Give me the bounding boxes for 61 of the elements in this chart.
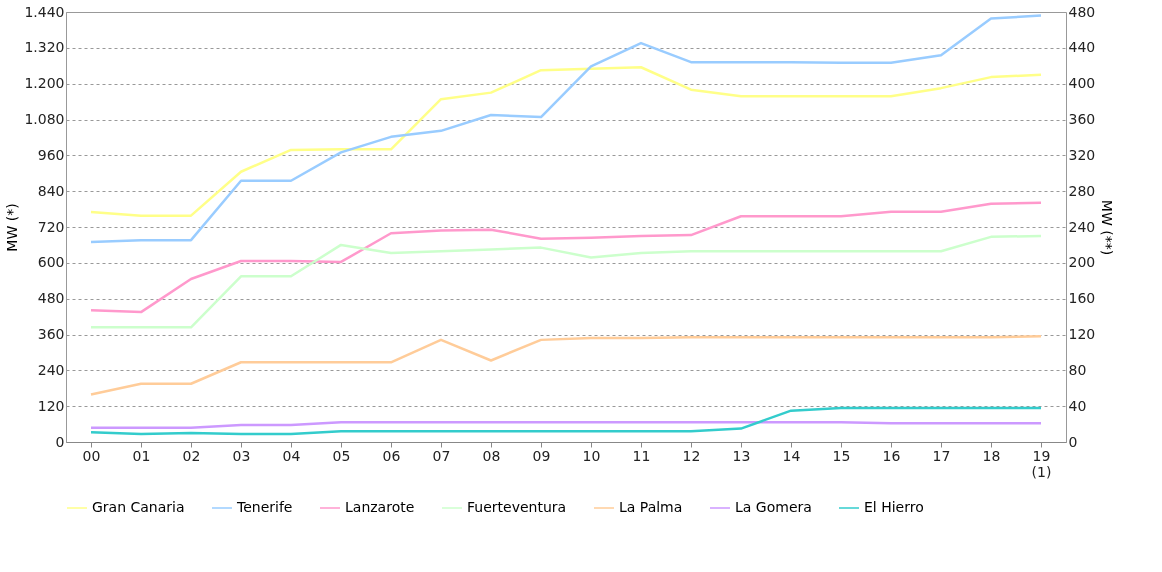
legend-label: Lanzarote: [345, 499, 415, 515]
x-tick-label: 17: [932, 447, 951, 464]
x-tick-label: 10: [582, 447, 601, 464]
x-tick-label: 11: [632, 447, 651, 464]
y-tick-label: 1.320: [24, 39, 65, 56]
y-tick-label: 480: [37, 290, 65, 307]
x-tick-label: 14: [782, 447, 801, 464]
y-tick-label: 1.200: [24, 75, 65, 92]
x-tick-label: 15: [832, 447, 851, 464]
y-tick-label: 240: [37, 361, 65, 378]
x-tick-label: 08: [482, 447, 501, 464]
y-tick-label: 1.080: [24, 111, 65, 127]
y-tick-label: 720: [37, 218, 65, 235]
y-tick-label: 960: [37, 146, 65, 163]
line-series: [89, 335, 1043, 396]
x-tick-label: 06: [382, 447, 401, 464]
y2-tick-label: 80: [1068, 361, 1087, 378]
x-tick-label: 09: [532, 447, 551, 464]
y-tick-label: 600: [37, 254, 65, 271]
line-series: [89, 14, 1043, 244]
y2-tick-label: 240: [1068, 218, 1096, 235]
y2-tick-label: 280: [1068, 182, 1096, 199]
y-axis-title: MW (*): [4, 203, 21, 252]
x-tick-label: 04: [282, 447, 301, 464]
x-tick-label: 01: [132, 447, 151, 464]
legend-label: Tenerife: [236, 499, 293, 515]
y-tick-label: 0: [55, 433, 65, 450]
legend-label: La Gomera: [735, 499, 812, 515]
y-tick-label: 120: [37, 397, 65, 414]
y2-tick-label: 120: [1068, 326, 1096, 342]
legend-label: La Palma: [619, 499, 683, 515]
y2-tick-label: 40: [1068, 397, 1087, 414]
legend-label: El Hierro: [864, 499, 924, 515]
x-tick-label: 16: [882, 447, 901, 464]
x-tick-label: 07: [432, 447, 451, 464]
y2-tick-label: 0: [1068, 433, 1078, 450]
y2-tick-label: 200: [1068, 254, 1096, 271]
x-tick-label: 03: [232, 447, 251, 464]
y2-tick-label: 400: [1068, 75, 1096, 92]
x-tick-label: 05: [332, 447, 351, 464]
y2-tick-label: 440: [1068, 39, 1096, 56]
legend-label: Fuerteventura: [467, 499, 567, 515]
x-tick-label: 19 (1): [1031, 447, 1052, 480]
legend-label: Gran Canaria: [92, 499, 185, 515]
line-series: [89, 65, 1043, 217]
y-tick-label: 1.440: [24, 3, 65, 20]
y2-axis-title: MW (**): [1099, 199, 1116, 256]
y2-tick-label: 160: [1068, 290, 1096, 307]
line-series: [89, 406, 1043, 436]
y2-tick-label: 320: [1068, 146, 1096, 163]
x-tick-label: 00: [82, 447, 101, 464]
line-series: [89, 234, 1043, 329]
y2-tick-label: 360: [1068, 111, 1096, 127]
y-tick-label: 840: [37, 182, 65, 199]
line-series: [89, 201, 1043, 314]
y2-tick-label: 480: [1068, 3, 1096, 20]
x-tick-label: 13: [732, 447, 751, 464]
x-tick-label: 12: [682, 447, 701, 464]
y-tick-label: 360: [37, 326, 65, 342]
x-tick-label: 02: [182, 447, 201, 464]
x-tick-label: 18: [982, 447, 1001, 464]
